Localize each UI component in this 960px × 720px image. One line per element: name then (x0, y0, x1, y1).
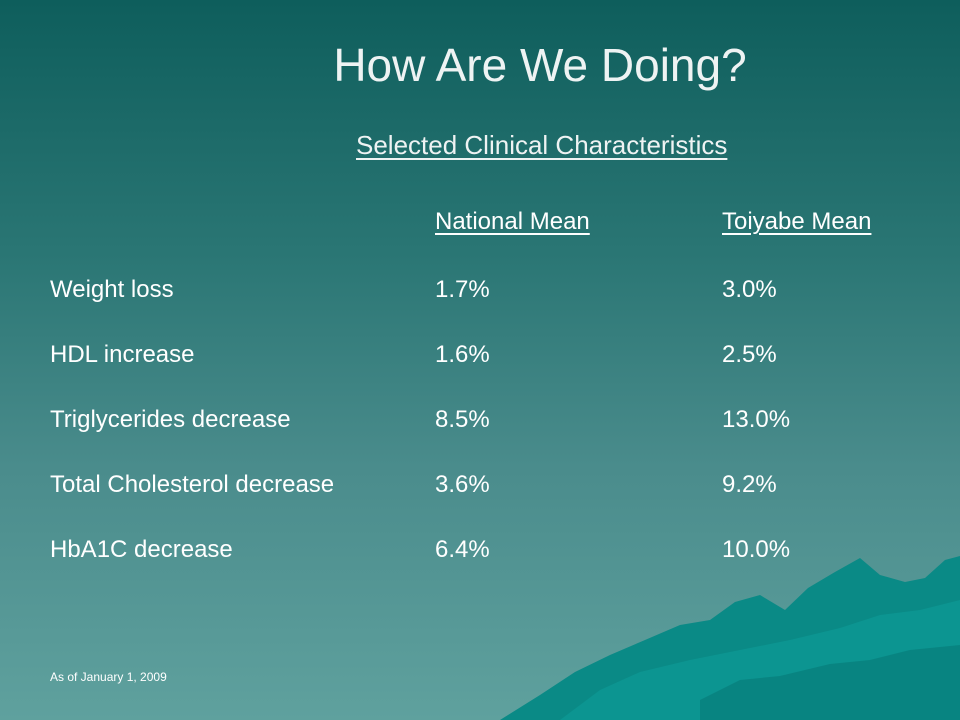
row-label: Total Cholesterol decrease (50, 471, 335, 498)
toiyabe-value: 10.0% (722, 536, 791, 563)
toiyabe-value: 2.5% (722, 341, 777, 368)
slide-subtitle: Selected Clinical Characteristics (356, 130, 728, 160)
row-label: HbA1C decrease (50, 536, 233, 563)
row-label: HDL increase (50, 341, 195, 368)
national-value: 1.7% (435, 276, 490, 303)
slide-title: How Are We Doing? (333, 39, 747, 91)
row-label: Triglycerides decrease (50, 406, 291, 433)
row-label: Weight loss (50, 276, 174, 303)
toiyabe-value: 13.0% (722, 406, 791, 433)
toiyabe-mean-header: Toiyabe Mean (722, 208, 872, 235)
table-row: Total Cholesterol decrease 3.6% 9.2% (0, 471, 960, 511)
national-value: 3.6% (435, 471, 490, 498)
table-row: HDL increase 1.6% 2.5% (0, 341, 960, 381)
national-mean-header: National Mean (435, 208, 590, 235)
national-value: 1.6% (435, 341, 490, 368)
toiyabe-value: 9.2% (722, 471, 777, 498)
footnote-date: As of January 1, 2009 (50, 670, 167, 684)
toiyabe-value: 3.0% (722, 276, 777, 303)
national-value: 8.5% (435, 406, 490, 433)
national-value: 6.4% (435, 536, 490, 563)
table-row: HbA1C decrease 6.4% 10.0% (0, 536, 960, 576)
table-row: Triglycerides decrease 8.5% 13.0% (0, 406, 960, 446)
table-row: Weight loss 1.7% 3.0% (0, 276, 960, 316)
